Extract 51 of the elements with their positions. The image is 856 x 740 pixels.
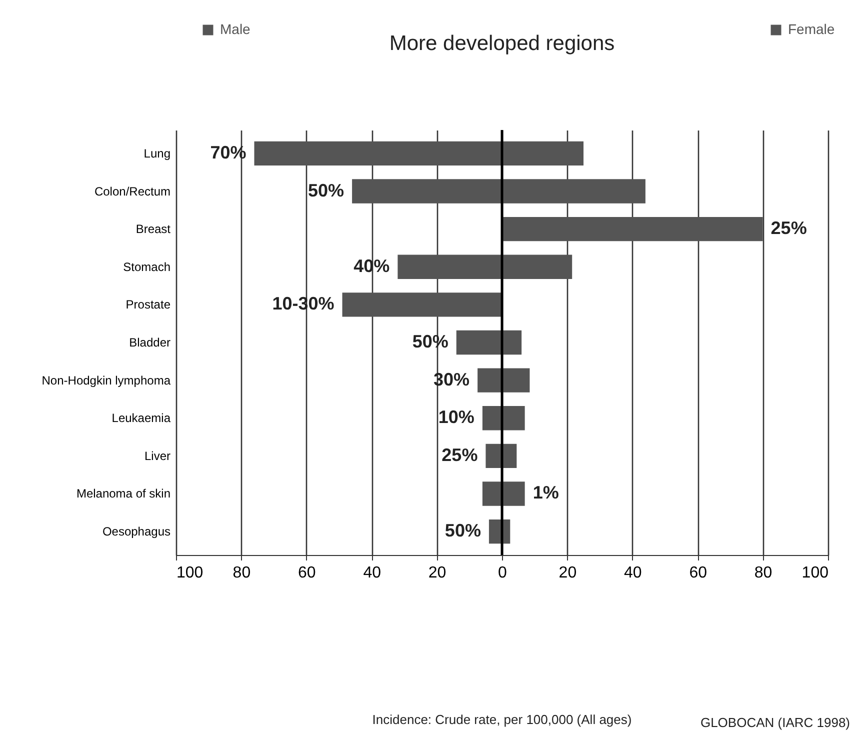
- annotation: 25%: [770, 218, 807, 238]
- y-tick-label: Leukaemia: [112, 411, 171, 426]
- text: Incidence: Crude rate, per 100,000 (All ages): [372, 712, 632, 727]
- bar: [398, 254, 502, 279]
- y-tick-label: Oesophagus: [102, 524, 170, 539]
- bar: [502, 179, 646, 204]
- y-tick-label: Bladder: [129, 336, 170, 350]
- legend-label: Female: [788, 21, 835, 37]
- x-tick-label: 40: [363, 564, 382, 582]
- y-tick-label: Non-Hodgkin lymphoma: [42, 373, 171, 388]
- bar: [502, 368, 530, 392]
- x-tick-label: 0: [498, 564, 508, 582]
- bar: [482, 406, 502, 430]
- bar: [502, 216, 763, 242]
- bar: [342, 292, 502, 317]
- annotation: 25%: [442, 444, 478, 465]
- bar: [456, 330, 502, 355]
- bar: [502, 482, 525, 506]
- bar: [502, 254, 572, 279]
- chart-title: More developed regions: [389, 32, 615, 55]
- bar: [502, 406, 525, 430]
- x-tick-label: 20: [558, 564, 577, 582]
- annotation: 50%: [308, 180, 344, 200]
- y-tick-label: Liver: [144, 448, 170, 463]
- bar: [482, 482, 502, 506]
- annotation: 10%: [438, 407, 474, 428]
- y-tick-label: Colon/Rectum: [94, 184, 171, 198]
- text: GLOBOCAN (IARC 1998): [700, 715, 850, 730]
- bar: [478, 368, 502, 392]
- y-tick-label: Prostate: [126, 298, 171, 312]
- y-tick-label: Melanoma of skin: [76, 486, 170, 501]
- legend-label: Male: [220, 21, 251, 37]
- x-tick-label: 100: [802, 564, 829, 582]
- x-tick-label: 100: [176, 564, 204, 582]
- x-tick-label: 60: [298, 564, 316, 582]
- x-tick-label: 60: [689, 564, 708, 582]
- bar: [254, 141, 502, 166]
- y-tick-label: Stomach: [123, 260, 170, 274]
- annotation: 50%: [444, 520, 481, 541]
- bar: [486, 444, 502, 468]
- bar: [502, 330, 522, 355]
- y-tick-label: Lung: [144, 146, 170, 160]
- x-tick-label: 40: [624, 564, 642, 582]
- y-tick-label: Breast: [136, 222, 172, 236]
- annotation: 1%: [532, 482, 559, 503]
- x-tick-label: 80: [232, 564, 251, 582]
- x-tick-label: 20: [428, 564, 446, 582]
- bar: [488, 519, 502, 544]
- x-tick-label: 80: [754, 564, 772, 582]
- bar: [352, 179, 502, 204]
- bar: [502, 141, 584, 166]
